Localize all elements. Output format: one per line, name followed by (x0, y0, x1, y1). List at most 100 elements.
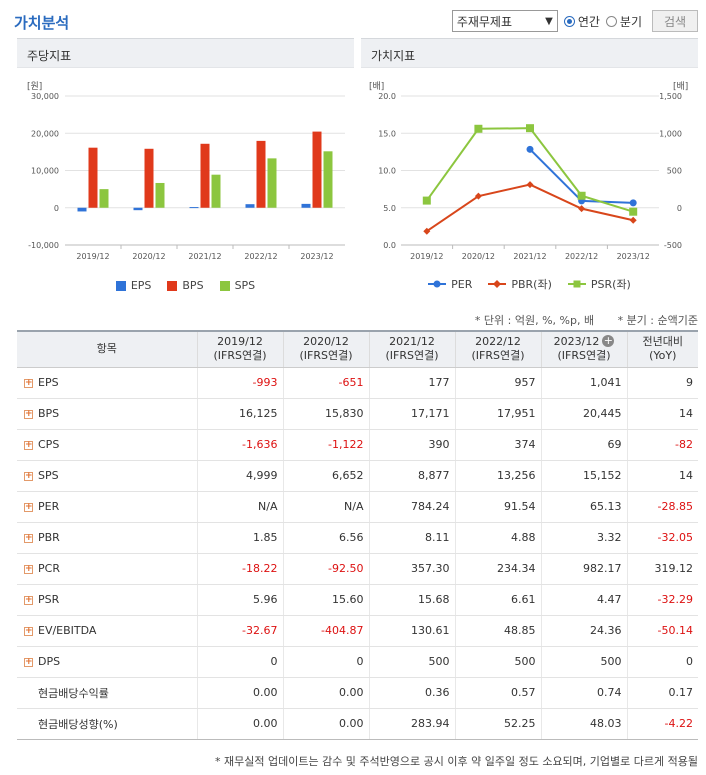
row-label[interactable]: + BPS (17, 398, 197, 430)
y-right-tick-label: 1,500 (659, 92, 682, 101)
point-per (526, 145, 534, 153)
row-label[interactable]: + DPS (17, 646, 197, 678)
row-label: 현금배당성향(%) (17, 708, 197, 740)
expand-icon[interactable]: + (24, 408, 33, 419)
table-cell: 374 (454, 429, 541, 461)
table-cell: 14 (626, 460, 698, 492)
table-cell: -1,122 (282, 429, 369, 461)
header-col-1: 2020/12 (IFRS연결) (282, 330, 369, 368)
table-row: + PBR 1.85 6.56 8.11 4.88 3.32 -32.05 (17, 522, 698, 554)
row-label[interactable]: + PBR (17, 522, 197, 554)
row-label[interactable]: + PSR (17, 584, 197, 616)
y-left-tick-label: 15.0 (378, 129, 396, 138)
row-label-text: 현금배당수익률 (38, 686, 109, 700)
table-cell: -404.87 (282, 615, 369, 647)
bar-sps (211, 174, 221, 208)
bar-sps (155, 182, 165, 208)
legend-eps[interactable]: EPS (115, 279, 151, 292)
table-cell: 15.68 (368, 584, 455, 616)
legend-psr[interactable]: PSR(좌) (567, 276, 631, 292)
table-cell: 283.94 (368, 708, 455, 740)
x-tick-label: 2023/12 (300, 252, 333, 261)
table-cell: 9 (626, 367, 698, 399)
table-cell: 20,445 (540, 398, 627, 430)
expand-icon[interactable]: + (24, 501, 33, 512)
point-pbr (474, 192, 482, 200)
radio-quarter-indicator[interactable] (605, 15, 617, 27)
table-cell: N/A (196, 491, 283, 523)
y-axis-left-label: [배] (369, 81, 384, 92)
unit-note: * 단위 : 억원, %, %p, 배 (474, 314, 595, 327)
expand-icon[interactable]: + (24, 656, 33, 667)
table-cell: -32.29 (626, 584, 698, 616)
table-cell: -993 (196, 367, 283, 399)
row-label[interactable]: + EPS (17, 367, 197, 399)
row-label-text: EV/EBITDA (38, 624, 97, 637)
legend-bps[interactable]: BPS (167, 279, 204, 292)
row-label-text: PBR (38, 531, 60, 544)
table-cell: -1,636 (196, 429, 283, 461)
point-psr (474, 124, 483, 133)
legend-pbr[interactable]: PBR(좌) (488, 276, 552, 292)
table-cell: 4,999 (196, 460, 283, 492)
per-share-panel: 주당지표 [원] 30,000 20,000 10,000 0 -10,000 2019/1… (17, 38, 354, 298)
table-cell: 784.24 (368, 491, 455, 523)
table-cell: 15,830 (282, 398, 369, 430)
row-label[interactable]: + CPS (17, 429, 197, 461)
table-row: + SPS 4,999 6,652 8,877 13,256 15,152 14 (17, 460, 698, 492)
row-label[interactable]: + SPS (17, 460, 197, 492)
bar-eps (301, 203, 311, 208)
expand-icon[interactable]: + (24, 439, 33, 450)
per-share-legend: EPS BPS SPS (17, 279, 354, 292)
header-col-5: 전년대비 (YoY) (626, 330, 698, 368)
table-row: + EPS -993 -651 177 957 1,041 9 (17, 367, 698, 399)
expand-icon[interactable]: + (24, 594, 33, 605)
table-cell: 4.88 (454, 522, 541, 554)
radio-annual-indicator[interactable] (563, 15, 575, 27)
legend-sps-label: SPS (234, 279, 256, 292)
legend-pbr-label: PBR(좌) (511, 278, 552, 291)
expand-icon[interactable]: + (24, 625, 33, 636)
table-cell: 319.12 (626, 553, 698, 585)
table-cell: -18.22 (196, 553, 283, 585)
legend-sps[interactable]: SPS (219, 279, 256, 292)
expand-icon[interactable]: + (24, 532, 33, 543)
legend-per-label: PER (451, 277, 473, 291)
row-label-text: PSR (38, 593, 60, 606)
valuation-panel-title: 가치지표 (361, 38, 698, 68)
table-cell: -92.50 (282, 553, 369, 585)
radio-annual[interactable]: 연간 (563, 13, 600, 30)
y-tick-label: 0 (54, 204, 59, 213)
y-left-tick-label: 5.0 (383, 204, 396, 213)
add-column-icon[interactable]: + (602, 334, 615, 348)
table-cell: 6.61 (454, 584, 541, 616)
search-button[interactable]: 검색 (652, 10, 698, 32)
bar-bps (312, 131, 322, 208)
header-col-3-year: 2022/12 (475, 335, 521, 349)
row-label[interactable]: + PER (17, 491, 197, 523)
table-cell: -50.14 (626, 615, 698, 647)
row-label[interactable]: + EV/EBITDA (17, 615, 197, 647)
point-pbr (629, 216, 637, 224)
table-cell: 3.32 (540, 522, 627, 554)
per-share-panel-title: 주당지표 (17, 38, 354, 68)
expand-icon[interactable]: + (24, 470, 33, 481)
header-col-0-sub: (IFRS연결) (213, 349, 267, 363)
legend-bps-swatch (167, 280, 178, 291)
row-label[interactable]: + PCR (17, 553, 197, 585)
header-col-0: 2019/12 (IFRS연결) (196, 330, 283, 368)
statement-select[interactable]: 주재무제표 ▼ (451, 10, 558, 32)
radio-annual-label: 연간 (577, 14, 600, 29)
table-cell: 52.25 (454, 708, 541, 740)
expand-icon[interactable]: + (24, 563, 33, 574)
header-col-2-sub: (IFRS연결) (385, 349, 439, 363)
header-col-2-year: 2021/12 (389, 335, 435, 349)
point-pbr (578, 205, 586, 213)
y-axis-right-label: [배] (673, 81, 688, 92)
radio-quarter[interactable]: 분기 (605, 13, 642, 30)
y-left-tick-label: 0.0 (383, 241, 396, 250)
legend-per[interactable]: PER (428, 276, 472, 292)
expand-icon[interactable]: + (24, 377, 33, 388)
y-axis-label: [원] (27, 81, 42, 92)
